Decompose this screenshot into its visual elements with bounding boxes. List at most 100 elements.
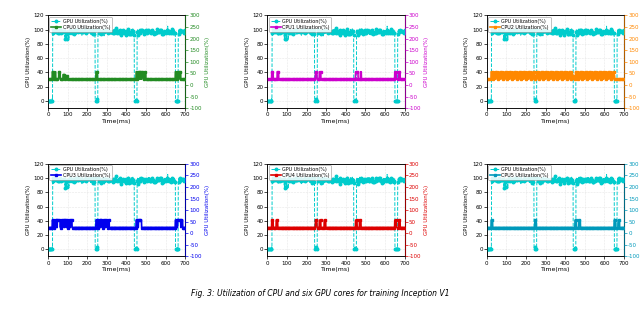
GPU Utilization(%) xyxy=(506,179,513,183)
Line: GPU Utilization(%): GPU Utilization(%) xyxy=(266,173,406,251)
CPU3 Utilization(%) xyxy=(49,218,56,222)
CPU2 Utilization(%) xyxy=(584,70,591,74)
Y-axis label: GPU Utilization(%): GPU Utilization(%) xyxy=(424,37,429,87)
Line: GPU Utilization(%): GPU Utilization(%) xyxy=(47,173,186,251)
CPU4 Utilization(%) xyxy=(320,226,328,229)
CPU3 Utilization(%) xyxy=(162,226,170,229)
X-axis label: Time(ms): Time(ms) xyxy=(321,119,351,124)
Y-axis label: GPU Utilization(%): GPU Utilization(%) xyxy=(465,37,469,87)
CPU3 Utilization(%) xyxy=(181,226,189,229)
GPU Utilization(%) xyxy=(401,177,408,181)
CPU3 Utilization(%) xyxy=(44,226,52,229)
GPU Utilization(%) xyxy=(603,24,611,28)
CPU0 Utilization(%) xyxy=(100,77,108,81)
Y-axis label: GPU Utilization(%): GPU Utilization(%) xyxy=(424,185,429,235)
Line: CPU4 Utilization(%): CPU4 Utilization(%) xyxy=(266,219,406,229)
GPU Utilization(%) xyxy=(161,32,169,36)
Y-axis label: GPU Utilization(%): GPU Utilization(%) xyxy=(205,37,209,87)
GPU Utilization(%) xyxy=(593,178,601,181)
CPU1 Utilization(%) xyxy=(264,77,271,81)
GPU Utilization(%) xyxy=(154,178,162,181)
GPU Utilization(%) xyxy=(286,31,294,34)
CPU5 Utilization(%) xyxy=(584,226,591,229)
CPU1 Utilization(%) xyxy=(401,77,408,81)
CPU2 Utilization(%) xyxy=(504,70,511,74)
GPU Utilization(%) xyxy=(320,176,328,179)
Line: CPU5 Utilization(%): CPU5 Utilization(%) xyxy=(486,219,625,229)
GPU Utilization(%) xyxy=(145,29,152,33)
CPU0 Utilization(%) xyxy=(155,77,163,81)
GPU Utilization(%) xyxy=(100,176,108,179)
Legend: GPU Utilization(%), CPU0 Utilization(%): GPU Utilization(%), CPU0 Utilization(%) xyxy=(49,17,112,32)
CPU5 Utilization(%) xyxy=(620,226,628,229)
GPU Utilization(%) xyxy=(593,29,601,33)
GPU Utilization(%) xyxy=(540,27,547,31)
Line: CPU1 Utilization(%): CPU1 Utilization(%) xyxy=(266,71,406,80)
X-axis label: Time(ms): Time(ms) xyxy=(321,267,351,272)
Y-axis label: GPU Utilization(%): GPU Utilization(%) xyxy=(26,37,31,87)
CPU4 Utilization(%) xyxy=(285,226,292,229)
Legend: GPU Utilization(%), CPU4 Utilization(%): GPU Utilization(%), CPU4 Utilization(%) xyxy=(269,165,332,180)
CPU1 Utilization(%) xyxy=(285,77,292,81)
CPU1 Utilization(%) xyxy=(374,77,382,81)
Legend: GPU Utilization(%), CPU1 Utilization(%): GPU Utilization(%), CPU1 Utilization(%) xyxy=(269,17,332,32)
GPU Utilization(%) xyxy=(145,178,152,181)
Y-axis label: GPU Utilization(%): GPU Utilization(%) xyxy=(245,37,250,87)
Y-axis label: GPU Utilization(%): GPU Utilization(%) xyxy=(245,185,250,235)
GPU Utilization(%) xyxy=(181,177,189,181)
CPU4 Utilization(%) xyxy=(268,218,276,222)
GPU Utilization(%) xyxy=(67,179,74,183)
CPU4 Utilization(%) xyxy=(364,226,372,229)
CPU5 Utilization(%) xyxy=(540,226,547,229)
CPU5 Utilization(%) xyxy=(504,226,511,229)
GPU Utilization(%) xyxy=(65,183,72,187)
GPU Utilization(%) xyxy=(65,35,72,39)
Y-axis label: GPU Utilization(%): GPU Utilization(%) xyxy=(26,185,31,235)
CPU4 Utilization(%) xyxy=(264,226,271,229)
GPU Utilization(%) xyxy=(583,29,591,33)
CPU3 Utilization(%) xyxy=(65,218,73,222)
GPU Utilization(%) xyxy=(381,180,388,184)
CPU5 Utilization(%) xyxy=(593,226,601,229)
CPU0 Utilization(%) xyxy=(145,77,152,81)
CPU1 Utilization(%) xyxy=(381,77,389,81)
GPU Utilization(%) xyxy=(504,35,511,39)
CPU5 Utilization(%) xyxy=(506,226,513,229)
GPU Utilization(%) xyxy=(401,29,408,32)
GPU Utilization(%) xyxy=(264,248,271,251)
CPU1 Utilization(%) xyxy=(320,77,328,81)
GPU Utilization(%) xyxy=(483,248,491,251)
CPU2 Utilization(%) xyxy=(483,77,491,81)
GPU Utilization(%) xyxy=(381,32,388,36)
GPU Utilization(%) xyxy=(483,99,491,103)
GPU Utilization(%) xyxy=(620,29,628,32)
CPU0 Utilization(%) xyxy=(181,77,189,81)
GPU Utilization(%) xyxy=(264,99,271,103)
GPU Utilization(%) xyxy=(620,177,628,181)
GPU Utilization(%) xyxy=(320,27,328,31)
Line: GPU Utilization(%): GPU Utilization(%) xyxy=(266,25,406,102)
GPU Utilization(%) xyxy=(374,29,381,33)
CPU1 Utilization(%) xyxy=(286,77,294,81)
X-axis label: Time(ms): Time(ms) xyxy=(102,119,131,124)
X-axis label: Time(ms): Time(ms) xyxy=(102,267,131,272)
GPU Utilization(%) xyxy=(44,99,52,103)
CPU0 Utilization(%) xyxy=(67,77,74,81)
Y-axis label: GPU Utilization(%): GPU Utilization(%) xyxy=(205,185,209,235)
CPU2 Utilization(%) xyxy=(487,70,495,74)
Text: Fig. 3: Utilization of CPU and six GPU cores for training Inception V1: Fig. 3: Utilization of CPU and six GPU c… xyxy=(191,289,449,298)
CPU5 Utilization(%) xyxy=(600,226,608,229)
Line: GPU Utilization(%): GPU Utilization(%) xyxy=(486,173,625,251)
CPU1 Utilization(%) xyxy=(364,77,372,81)
GPU Utilization(%) xyxy=(284,35,292,39)
GPU Utilization(%) xyxy=(154,29,162,33)
GPU Utilization(%) xyxy=(67,31,74,34)
CPU3 Utilization(%) xyxy=(67,218,74,222)
GPU Utilization(%) xyxy=(383,173,391,176)
GPU Utilization(%) xyxy=(583,178,591,181)
CPU4 Utilization(%) xyxy=(374,226,382,229)
GPU Utilization(%) xyxy=(161,180,169,184)
CPU2 Utilization(%) xyxy=(506,77,513,81)
CPU3 Utilization(%) xyxy=(100,218,108,222)
Legend: GPU Utilization(%), CPU5 Utilization(%): GPU Utilization(%), CPU5 Utilization(%) xyxy=(488,165,551,180)
